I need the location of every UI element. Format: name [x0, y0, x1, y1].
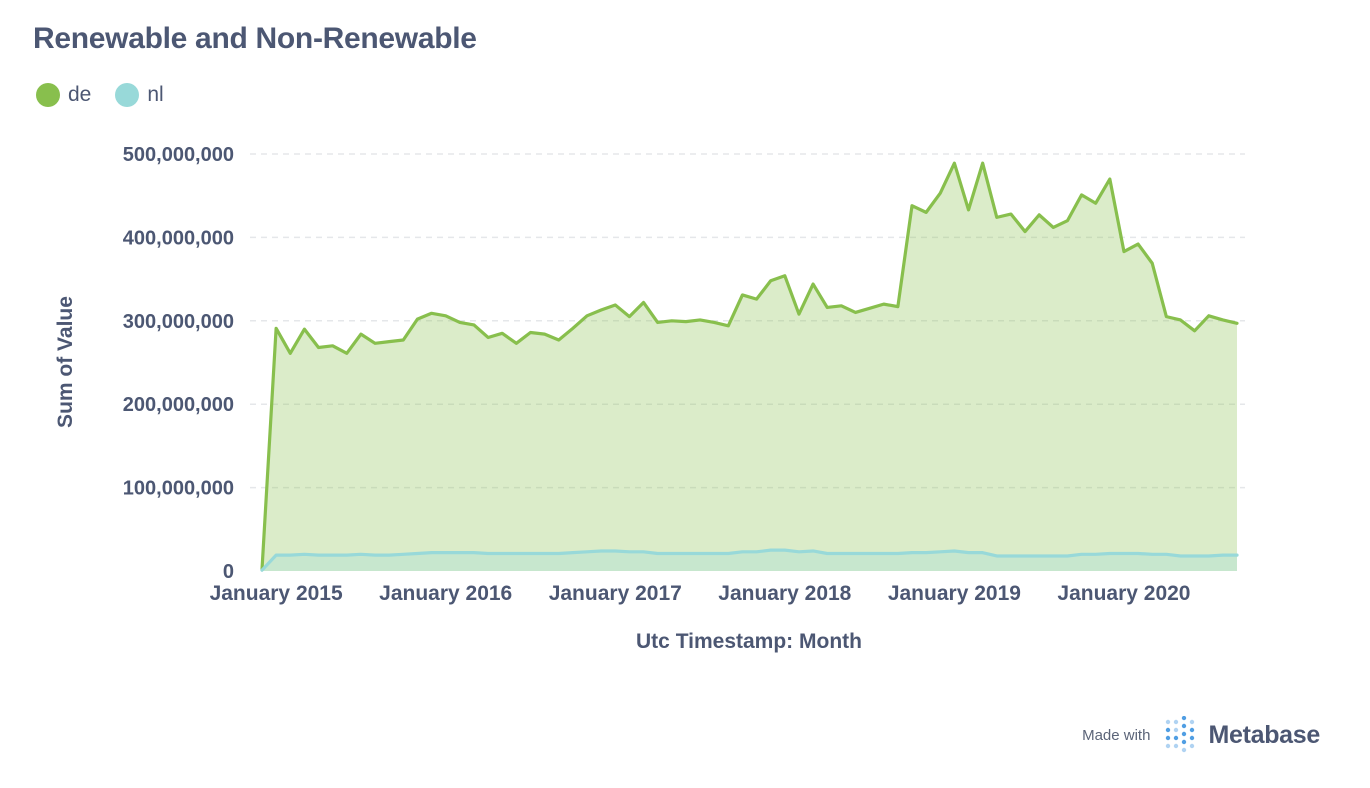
footer-branding[interactable]: Made with Metabase — [1082, 716, 1320, 754]
legend-item-de[interactable]: de — [36, 83, 91, 107]
brand-name: Metabase — [1208, 720, 1320, 749]
legend-label-de: de — [68, 83, 92, 106]
x-tick-label: January 2019 — [888, 582, 1021, 605]
series-line-de[interactable] — [260, 161, 1239, 571]
x-tick-label: January 2020 — [1057, 582, 1190, 605]
legend-dot-de-icon — [36, 83, 60, 107]
y-tick-label: 0 — [223, 561, 234, 583]
legend: de nl — [36, 83, 188, 107]
x-axis-label: Utc Timestamp: Month — [636, 630, 862, 653]
series-areas — [260, 161, 1239, 572]
chart-title: Renewable and Non-Renewable — [33, 22, 477, 55]
metabase-logo-icon — [1166, 716, 1195, 753]
x-tick-label: January 2018 — [718, 582, 851, 605]
y-tick-label: 100,000,000 — [123, 478, 234, 500]
y-tick-label: 400,000,000 — [123, 227, 234, 249]
y-axis-label: Sum of Value — [54, 296, 77, 428]
grid-lines — [250, 153, 1245, 489]
area-fill-de — [262, 163, 1237, 572]
y-tick-label: 200,000,000 — [123, 394, 234, 416]
series-line-nl[interactable] — [260, 548, 1239, 572]
x-tick-label: January 2017 — [549, 582, 682, 605]
made-with-label: Made with — [1082, 726, 1151, 744]
legend-item-nl[interactable]: nl — [115, 83, 164, 107]
x-tick-label: January 2015 — [210, 582, 343, 605]
x-tick-labels: January 2015 January 2016 January 2017 Janu… — [210, 582, 1191, 605]
legend-dot-nl-icon — [115, 83, 140, 107]
chart-canvas: 0 100,000,000 200,000,000 300,000,000 400,00… — [54, 144, 1245, 653]
y-tick-label: 300,000,000 — [123, 311, 234, 333]
y-tick-labels: 0 100,000,000 200,000,000 300,000,000 400,00… — [123, 144, 234, 583]
y-tick-label: 500,000,000 — [123, 144, 234, 166]
x-tick-label: January 2016 — [379, 582, 512, 605]
legend-label-nl: nl — [147, 83, 164, 106]
